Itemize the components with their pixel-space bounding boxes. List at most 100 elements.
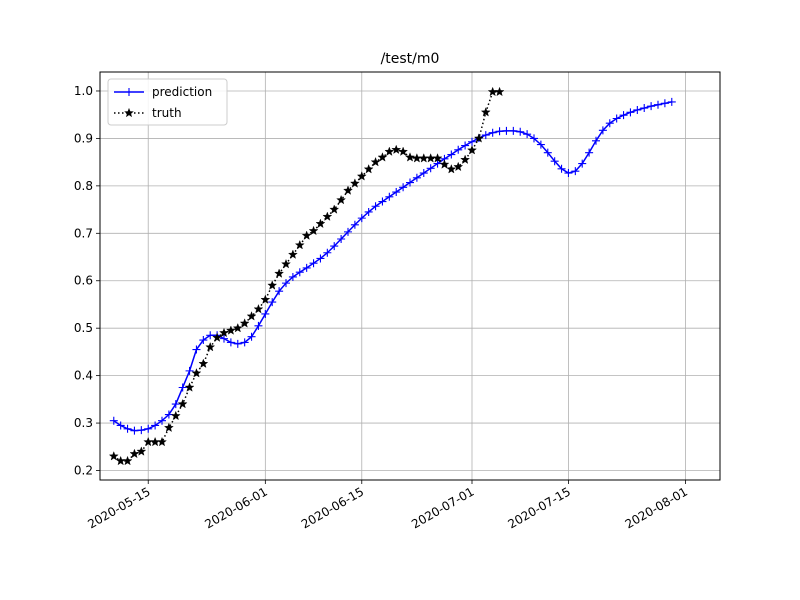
truth-point	[377, 152, 388, 162]
prediction-point	[557, 164, 566, 173]
prediction-point	[275, 287, 284, 296]
prediction-point	[350, 220, 359, 229]
prediction-point	[543, 148, 552, 157]
prediction-point	[316, 254, 325, 263]
truth-point	[384, 146, 395, 156]
truth-point	[349, 178, 360, 188]
truth-point	[494, 86, 505, 97]
truth-point	[260, 294, 271, 304]
truth-point	[253, 304, 264, 314]
prediction-point	[185, 366, 194, 375]
truth-point	[329, 204, 340, 214]
truth-point	[129, 448, 140, 459]
prediction-point	[199, 336, 208, 345]
y-tick-label: 0.2	[74, 464, 93, 478]
prediction-point	[295, 268, 304, 277]
truth-point	[198, 358, 209, 368]
truth-point	[336, 194, 347, 205]
prediction-point	[385, 192, 394, 201]
truth-point	[184, 382, 195, 392]
prediction-point	[447, 150, 456, 159]
prediction-point	[357, 214, 366, 223]
prediction-point	[378, 197, 387, 206]
truth-point	[287, 249, 298, 259]
truth-point	[480, 107, 491, 117]
truth-point	[108, 451, 119, 461]
prediction-point	[502, 126, 511, 135]
prediction-point	[233, 339, 242, 348]
truth-point	[177, 398, 188, 409]
prediction-point	[488, 128, 497, 137]
truth-point	[467, 145, 477, 155]
truth-point	[446, 164, 457, 174]
prediction-point	[426, 164, 435, 173]
prediction-point	[667, 97, 676, 106]
prediction-point	[571, 167, 580, 176]
prediction-point	[220, 334, 228, 343]
y-tick-label: 0.4	[74, 369, 93, 383]
prediction-point	[647, 102, 656, 111]
prediction-point	[585, 148, 594, 157]
truth-line	[113, 91, 500, 462]
truth-point	[246, 311, 257, 321]
truth-point	[356, 171, 367, 181]
legend-marker-prediction	[125, 88, 133, 96]
prediction-point	[626, 108, 635, 117]
truth-point	[391, 144, 402, 154]
prediction-point	[344, 227, 352, 236]
prediction-point	[523, 130, 532, 139]
prediction-point	[654, 100, 662, 109]
prediction-point	[660, 99, 669, 108]
truth-point	[281, 258, 291, 269]
prediction-point	[130, 426, 139, 435]
truth-point	[439, 159, 450, 169]
truth-point	[473, 133, 484, 143]
truth-point	[294, 239, 305, 250]
prediction-point	[578, 159, 587, 168]
prediction-point	[109, 416, 118, 425]
truth-point	[239, 318, 250, 328]
prediction-point	[481, 131, 490, 140]
prediction-point	[461, 141, 470, 150]
truth-point	[405, 152, 415, 162]
prediction-point	[550, 157, 559, 166]
y-tick-label: 0.8	[74, 179, 93, 193]
prediction-point	[406, 178, 414, 187]
prediction-point	[640, 104, 649, 113]
prediction-point	[144, 424, 153, 433]
prediction-point	[564, 169, 573, 178]
axes-frame	[99, 71, 721, 481]
prediction-point	[592, 136, 600, 145]
prediction-point	[536, 140, 545, 149]
truth-point	[274, 268, 285, 278]
truth-point	[460, 154, 471, 164]
prediction-point	[598, 126, 607, 135]
prediction-point	[364, 207, 373, 216]
prediction-point	[468, 137, 476, 146]
prediction-point	[612, 114, 621, 123]
prediction-point	[288, 272, 297, 281]
legend-label-truth: truth	[152, 106, 182, 120]
prediction-point	[247, 332, 256, 341]
series-layer	[108, 86, 676, 466]
prediction-point	[454, 145, 463, 154]
y-tick-label: 0.3	[74, 416, 93, 430]
series-prediction	[109, 97, 676, 435]
truth-point	[122, 455, 133, 466]
prediction-point	[530, 134, 538, 143]
truth-point	[308, 225, 319, 236]
truth-point	[170, 410, 181, 421]
truth-point	[322, 211, 333, 221]
chart-title: /test/m0	[381, 51, 440, 67]
legend-label-prediction: prediction	[152, 85, 212, 99]
prediction-line	[113, 101, 672, 432]
prediction-point	[158, 416, 166, 425]
truth-point	[191, 368, 202, 378]
prediction-point	[226, 338, 235, 347]
prediction-point	[605, 119, 614, 128]
y-tick-label: 0.5	[74, 321, 93, 335]
prediction-point	[330, 242, 339, 251]
prediction-point	[509, 126, 518, 135]
truth-point	[136, 446, 147, 456]
